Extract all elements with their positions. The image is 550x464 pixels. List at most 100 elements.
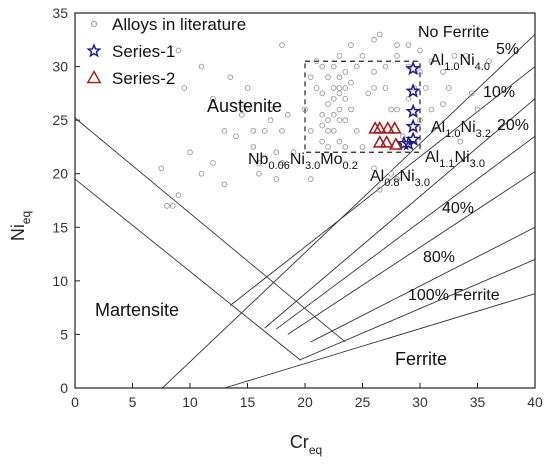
series-2-point: [387, 121, 402, 134]
literature-point: [325, 117, 331, 123]
literature-point: [319, 111, 326, 118]
series-1-point: [396, 135, 412, 151]
literature-point: [371, 69, 377, 75]
literature-point: [336, 53, 343, 59]
literature-point: [336, 74, 343, 81]
literature-point: [342, 95, 349, 102]
literature-point: [342, 69, 349, 75]
literature-point: [302, 106, 308, 113]
literature-point: [463, 53, 469, 59]
boundary-line: [310, 226, 535, 343]
literature-point: [394, 106, 400, 113]
literature-point: [279, 128, 285, 134]
literature-point: [307, 176, 314, 182]
x-tick-label: 0: [71, 394, 79, 410]
literature-point: [428, 58, 435, 65]
literature-point: [330, 95, 337, 102]
literature-point: [238, 101, 245, 107]
boundary-line: [287, 171, 535, 335]
ferrite-label-5: 5%: [496, 41, 519, 58]
ferrite-label-20: 20%: [497, 117, 529, 134]
literature-point: [279, 160, 285, 166]
literature-point: [371, 165, 377, 172]
literature-point: [382, 85, 389, 91]
literature-point: [221, 181, 228, 188]
x-tick-label: 35: [470, 394, 486, 410]
literature-point: [325, 74, 331, 81]
literature-point: [325, 101, 331, 107]
y-tick-label: 10: [52, 273, 68, 289]
y-tick-label: 20: [52, 166, 68, 182]
literature-point: [394, 53, 400, 59]
literature-point: [394, 42, 400, 48]
x-tick-label: 5: [129, 394, 137, 410]
legend-label-literature: Alloys in literature: [112, 15, 246, 34]
legend-marker-series-2: [86, 70, 102, 84]
x-tick-label: 10: [182, 394, 198, 410]
literature-point: [486, 58, 492, 65]
literature-point: [405, 42, 412, 48]
series-2-point: [380, 121, 395, 134]
literature-point: [244, 106, 251, 113]
literature-point: [394, 176, 400, 182]
y-tick-label: 5: [60, 326, 68, 342]
literature-point: [227, 74, 234, 81]
literature-point: [284, 111, 291, 118]
ferrite-label-80: 80%: [423, 249, 455, 266]
literature-point: [353, 63, 360, 70]
y-tick-label: 35: [52, 5, 68, 21]
literature-point: [158, 165, 165, 172]
literature-point: [256, 160, 262, 166]
literature-point: [319, 138, 326, 145]
series-2-point: [379, 135, 394, 148]
literature-point: [250, 144, 257, 150]
literature-point: [440, 101, 446, 107]
literature-point: [313, 85, 320, 91]
literature-point: [336, 90, 343, 97]
literature-point: [365, 90, 372, 97]
data-points: [158, 31, 492, 209]
literature-point: [468, 90, 475, 97]
literature-point: [210, 160, 216, 166]
literature-point: [307, 128, 314, 134]
literature-point: [348, 106, 354, 113]
y-tick-label: 0: [60, 380, 68, 396]
literature-point: [353, 128, 360, 134]
literature-point: [428, 106, 435, 113]
series-1-point: [405, 118, 421, 134]
series-2-point: [372, 121, 387, 134]
literature-point: [198, 63, 205, 70]
y-tick-label: 25: [52, 112, 68, 128]
legend-label-series-1: Series-1: [112, 42, 175, 61]
literature-point: [330, 128, 337, 134]
legend: Alloys in literature Series-1 Series-2: [86, 15, 246, 88]
literature-point: [342, 144, 349, 150]
literature-point: [319, 63, 326, 70]
literature-point: [359, 53, 366, 59]
x-tick-label: 30: [412, 394, 428, 410]
legend-marker-series-1: [86, 43, 102, 58]
literature-point: [457, 138, 464, 145]
y-axis: 0 5 10 15 20 25 30 35: [52, 5, 80, 396]
literature-point: [440, 69, 446, 75]
literature-point: [181, 85, 188, 91]
literature-point: [348, 42, 354, 48]
literature-point: [382, 63, 389, 70]
literature-point: [451, 53, 458, 59]
boundary-line: [229, 66, 535, 306]
literature-point: [273, 149, 280, 156]
literature-point: [371, 85, 377, 91]
literature-point: [336, 117, 343, 123]
literature-point: [330, 85, 337, 91]
alloy-annotation-al08-ni30: Al0.8Ni3.0: [370, 168, 430, 189]
region-label-ferrite: Ferrite: [395, 349, 447, 369]
region-label-martensite: Martensite: [95, 300, 179, 320]
literature-point: [261, 128, 268, 134]
alloy-annotation-al11-ni30: Al1.1Ni3.0: [425, 149, 485, 170]
literature-point: [417, 47, 423, 54]
literature-point: [417, 117, 423, 123]
x-tick-label: 25: [355, 394, 371, 410]
region-boundary-lines: [75, 34, 535, 388]
